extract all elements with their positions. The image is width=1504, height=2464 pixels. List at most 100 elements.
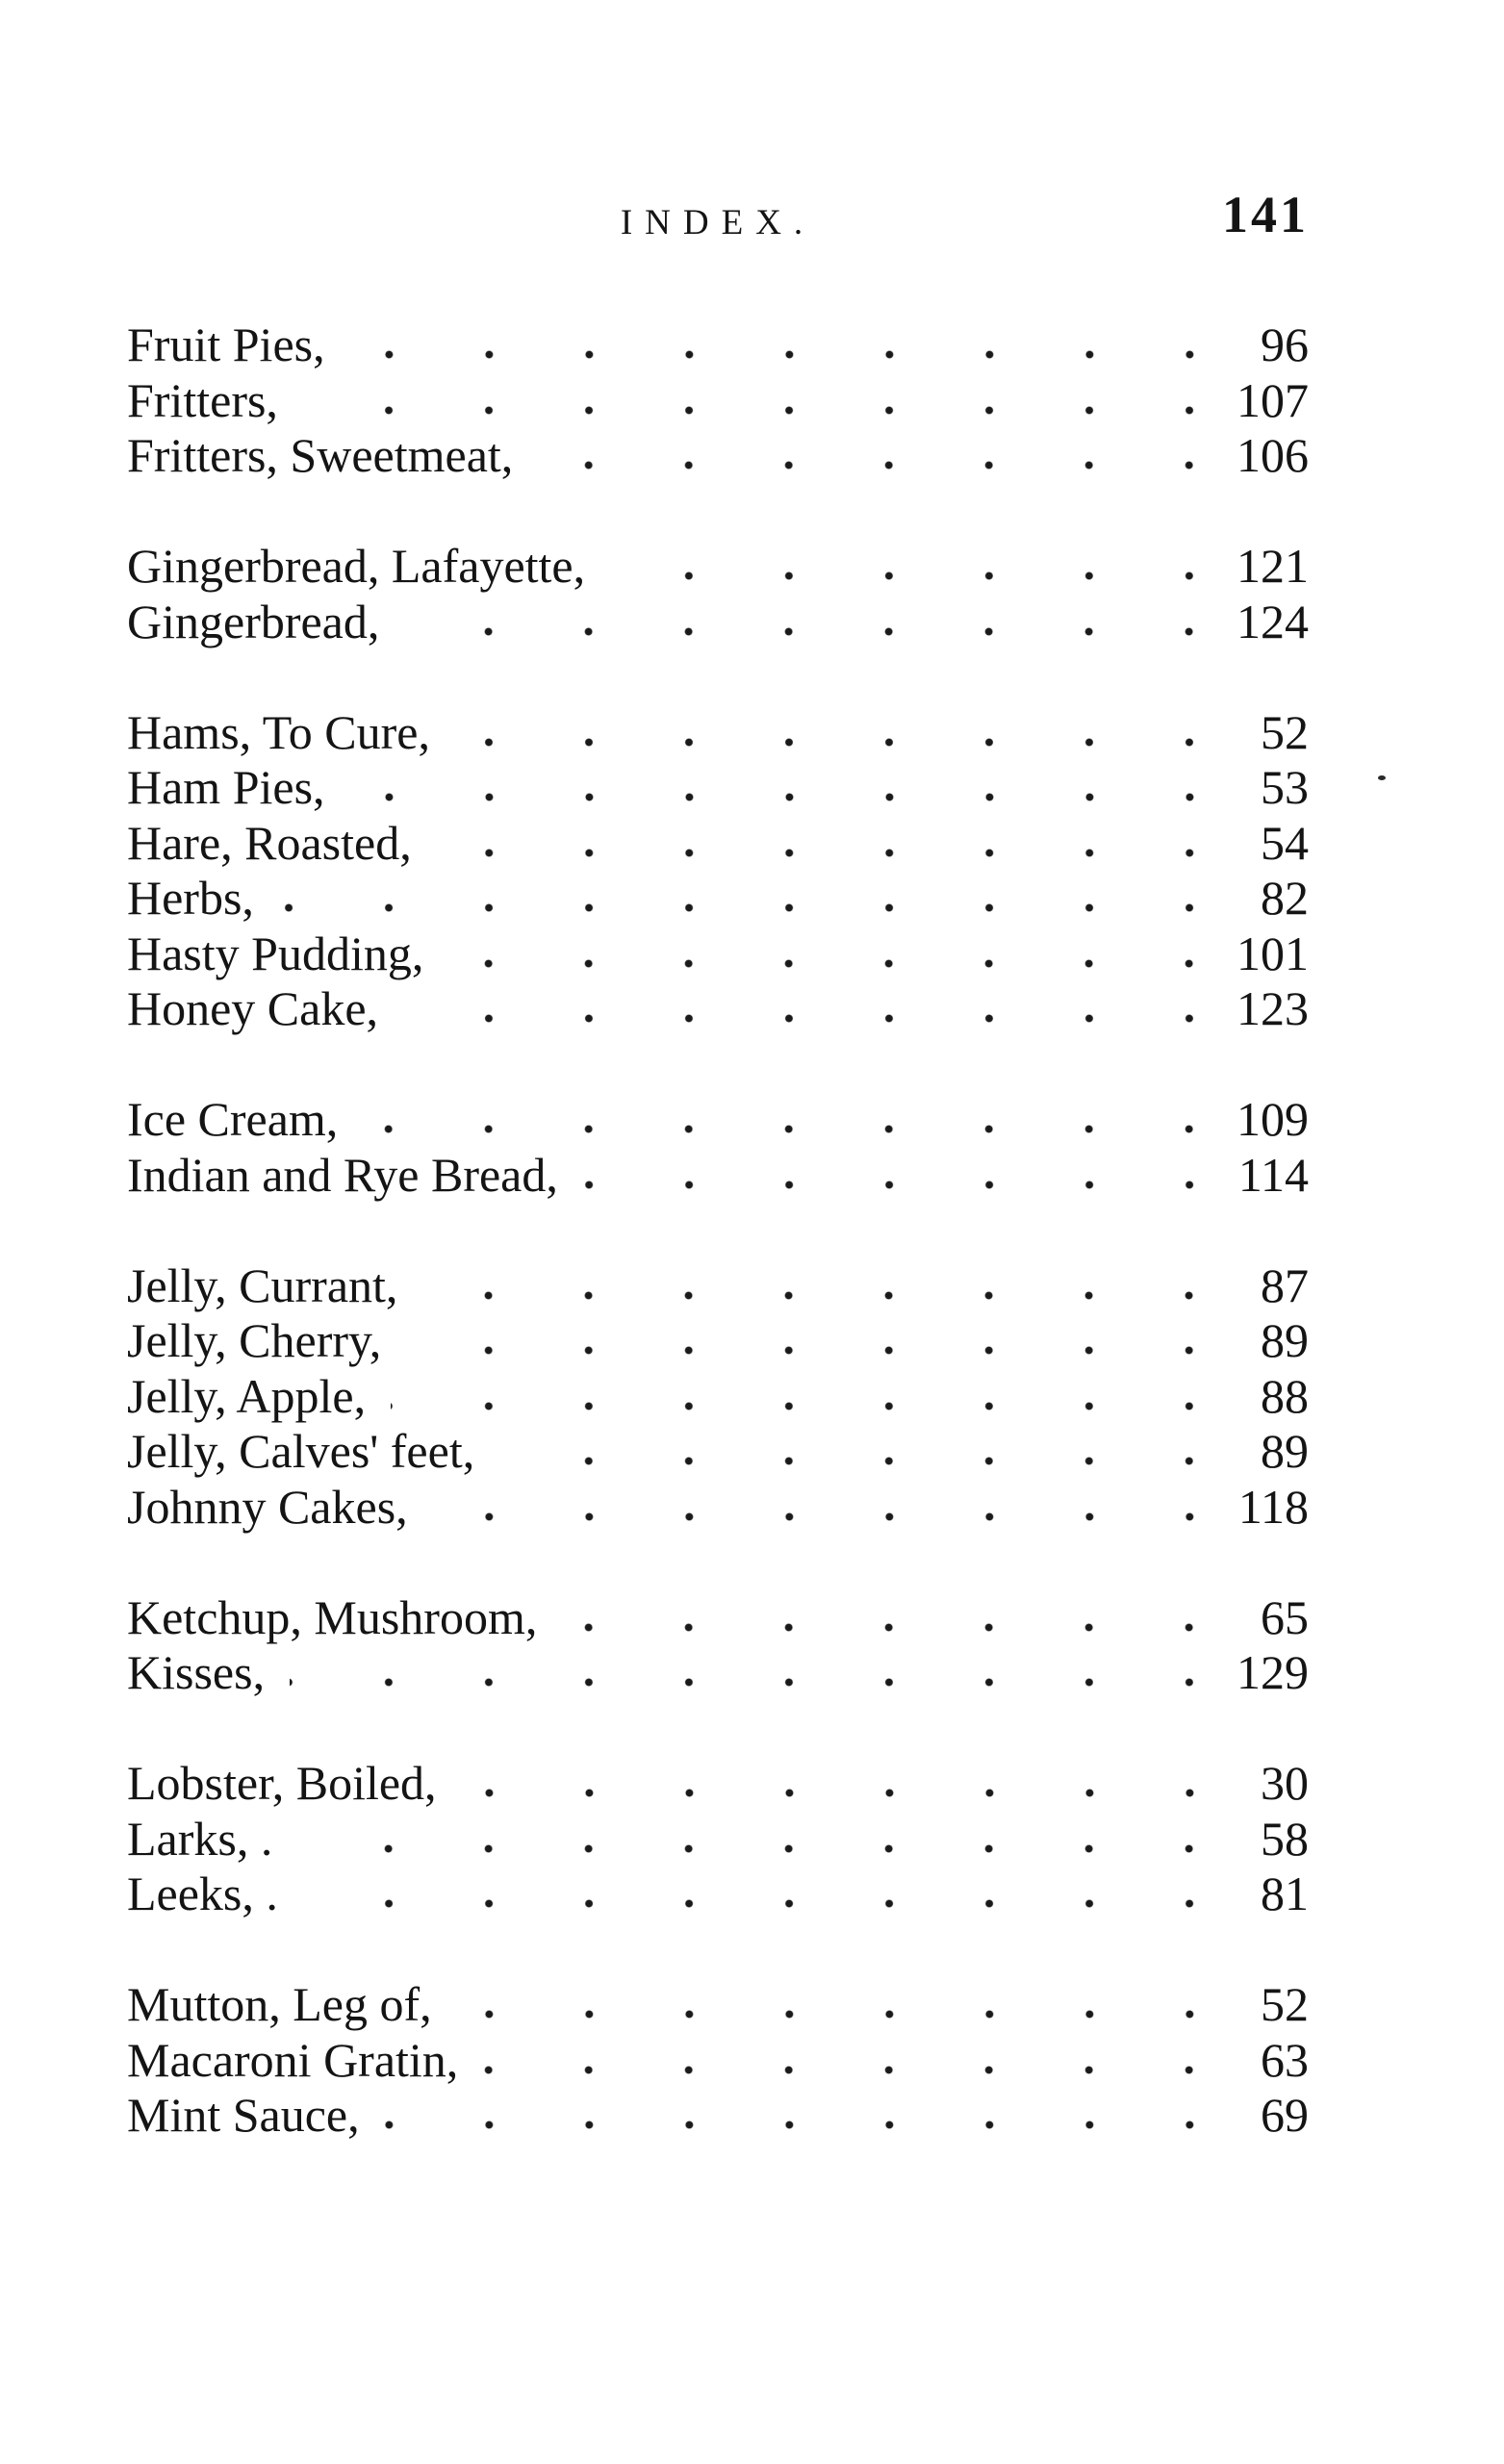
- dot-leader: [455, 735, 1217, 749]
- entry-title: Gingerbread, Lafayette,: [127, 539, 586, 593]
- entry-page-number: 129: [1236, 1645, 1309, 1699]
- entry-page-number: 109: [1236, 1092, 1309, 1146]
- entry-title: Jelly, Calves' feet,: [127, 1424, 475, 1478]
- index-entry: Mutton, Leg of, 52: [127, 1977, 1309, 2033]
- dot-leader: [483, 2063, 1217, 2076]
- entry-page-number: 96: [1261, 318, 1309, 371]
- index-entry: Jelly, Cherry, 89: [127, 1313, 1309, 1369]
- entry-page-number: 123: [1236, 981, 1309, 1035]
- entry-page-number: 52: [1261, 704, 1309, 759]
- entry-title: Johnny Cakes,: [127, 1479, 408, 1534]
- entry-title: Larks, .: [127, 1811, 273, 1866]
- dot-leader: [456, 2008, 1217, 2020]
- entry-title: Ketchup, Mushroom,: [127, 1589, 538, 1644]
- index-entry: Jelly, Calves' feet, 89: [127, 1424, 1309, 1480]
- index-entry: Hasty Pudding, 101: [127, 927, 1309, 982]
- entry-title: Herbs,: [127, 871, 254, 925]
- index-group: Gingerbread, Lafayette, 121 Gingerbread, 12…: [127, 539, 1309, 649]
- entry-page-number: 82: [1261, 871, 1309, 925]
- index-group: Jelly, Currant, 87 Jelly, Cherry, 89 Jelly, …: [127, 1258, 1309, 1536]
- index-entry: Ice Cream, 109: [127, 1092, 1309, 1148]
- dot-leader: [538, 459, 1217, 471]
- entry-title: Jelly, Currant,: [127, 1257, 398, 1312]
- index-entry: Larks, . 58: [127, 1812, 1309, 1867]
- entry-page-number: 118: [1237, 1479, 1309, 1534]
- entry-title: Fruit Pies,: [127, 318, 325, 371]
- dot-leader: [499, 1455, 1217, 1467]
- entry-page-number: 101: [1236, 926, 1309, 980]
- entry-page-number: 69: [1261, 2088, 1309, 2142]
- page-heading: INDEX.: [620, 203, 816, 242]
- index-entry: Kisses, 129: [127, 1645, 1309, 1701]
- entry-title: Macaroni Gratin,: [127, 2032, 459, 2087]
- index-entry: Fruit Pies, 96: [127, 318, 1309, 373]
- dot-leader: [436, 846, 1217, 859]
- entry-title: Fritters, Sweetmeat,: [127, 428, 514, 482]
- entry-title: Gingerbread,: [127, 594, 380, 648]
- running-head: INDEX. 141: [127, 189, 1309, 266]
- dot-leader: [432, 1510, 1217, 1523]
- entry-title: Hare, Roasted,: [127, 815, 412, 870]
- index-entry: Fritters, 107: [127, 373, 1309, 429]
- ink-speck: [1378, 775, 1386, 780]
- dot-leader: [562, 1620, 1217, 1634]
- entry-title: Hams, To Cure,: [127, 704, 430, 759]
- entry-title: Jelly, Cherry,: [127, 1313, 382, 1367]
- entry-page-number: 124: [1236, 594, 1309, 648]
- index-entry: Indian and Rye Bread, 114: [127, 1148, 1309, 1204]
- index-entry: Gingerbread, Lafayette, 121: [127, 539, 1309, 595]
- index-entry: Honey Cake, 123: [127, 981, 1309, 1037]
- entry-title: Lobster, Boiled,: [127, 1756, 437, 1810]
- index-group: Ice Cream, 109 Indian and Rye Bread, 114: [127, 1092, 1309, 1203]
- index-entry: Hams, To Cure, 52: [127, 705, 1309, 761]
- index-group: Ketchup, Mushroom, 65 Kisses, 129: [127, 1590, 1309, 1701]
- dot-leader: [404, 624, 1217, 638]
- index-entry: Leeks, . 81: [127, 1867, 1309, 1922]
- index-entry: Hare, Roasted, 54: [127, 816, 1309, 872]
- entry-title: Indian and Rye Bread,: [127, 1147, 558, 1202]
- entry-page-number: 106: [1236, 428, 1309, 482]
- dot-leader: [302, 1897, 1217, 1910]
- index-group: Fruit Pies, 96 Fritters, 107 Fritters, Sweet…: [127, 318, 1309, 484]
- entry-title: Mint Sauce,: [127, 2088, 360, 2142]
- entry-page-number: 63: [1261, 2032, 1309, 2087]
- index-entry: Gingerbread, 124: [127, 595, 1309, 650]
- dot-leader: [297, 1842, 1217, 1855]
- entry-title: Honey Cake,: [127, 981, 379, 1035]
- index-entry: Macaroni Gratin, 63: [127, 2033, 1309, 2089]
- index-group: Lobster, Boiled, 30 Larks, . 58 Leeks, . 81: [127, 1756, 1309, 1922]
- dot-leader: [278, 902, 1217, 914]
- dot-leader: [290, 1676, 1217, 1689]
- entry-page-number: 89: [1261, 1424, 1309, 1478]
- entry-page-number: 87: [1261, 1257, 1309, 1312]
- dot-leader: [363, 1123, 1217, 1135]
- index-group: Mutton, Leg of, 52 Macaroni Gratin, 63 Mint …: [127, 1977, 1309, 2144]
- index-entry: Jelly, Currant, 87: [127, 1258, 1309, 1314]
- entry-title: Ice Cream,: [127, 1092, 339, 1146]
- dot-leader: [461, 1787, 1217, 1799]
- index-list: Fruit Pies, 96 Fritters, 107 Fritters, Sweet…: [127, 318, 1309, 2144]
- entry-page-number: 58: [1261, 1811, 1309, 1866]
- dot-leader: [403, 1012, 1217, 1025]
- index-entry: Mint Sauce, 69: [127, 2088, 1309, 2144]
- entry-title: Hasty Pudding,: [127, 926, 424, 980]
- entry-page-number: 89: [1261, 1313, 1309, 1367]
- entry-page-number: 81: [1261, 1867, 1309, 1920]
- entry-title: Jelly, Apple,: [127, 1368, 367, 1423]
- entry-title: Ham Pies,: [127, 760, 325, 814]
- index-entry: Johnny Cakes, 118: [127, 1480, 1309, 1536]
- entry-page-number: 52: [1261, 1977, 1309, 2031]
- index-entry: Fritters, Sweetmeat, 106: [127, 428, 1309, 484]
- index-entry: Lobster, Boiled, 30: [127, 1756, 1309, 1812]
- entry-page-number: 114: [1237, 1147, 1309, 1202]
- entry-page-number: 121: [1236, 539, 1309, 593]
- entry-title: Leeks, .: [127, 1867, 278, 1920]
- entry-title: Kisses,: [127, 1645, 266, 1699]
- entry-page-number: 53: [1261, 760, 1309, 814]
- entry-page-number: 65: [1261, 1589, 1309, 1644]
- dot-leader: [610, 570, 1217, 582]
- entry-title: Fritters,: [127, 372, 278, 427]
- dot-leader: [391, 1399, 1217, 1412]
- dot-leader: [384, 2119, 1217, 2131]
